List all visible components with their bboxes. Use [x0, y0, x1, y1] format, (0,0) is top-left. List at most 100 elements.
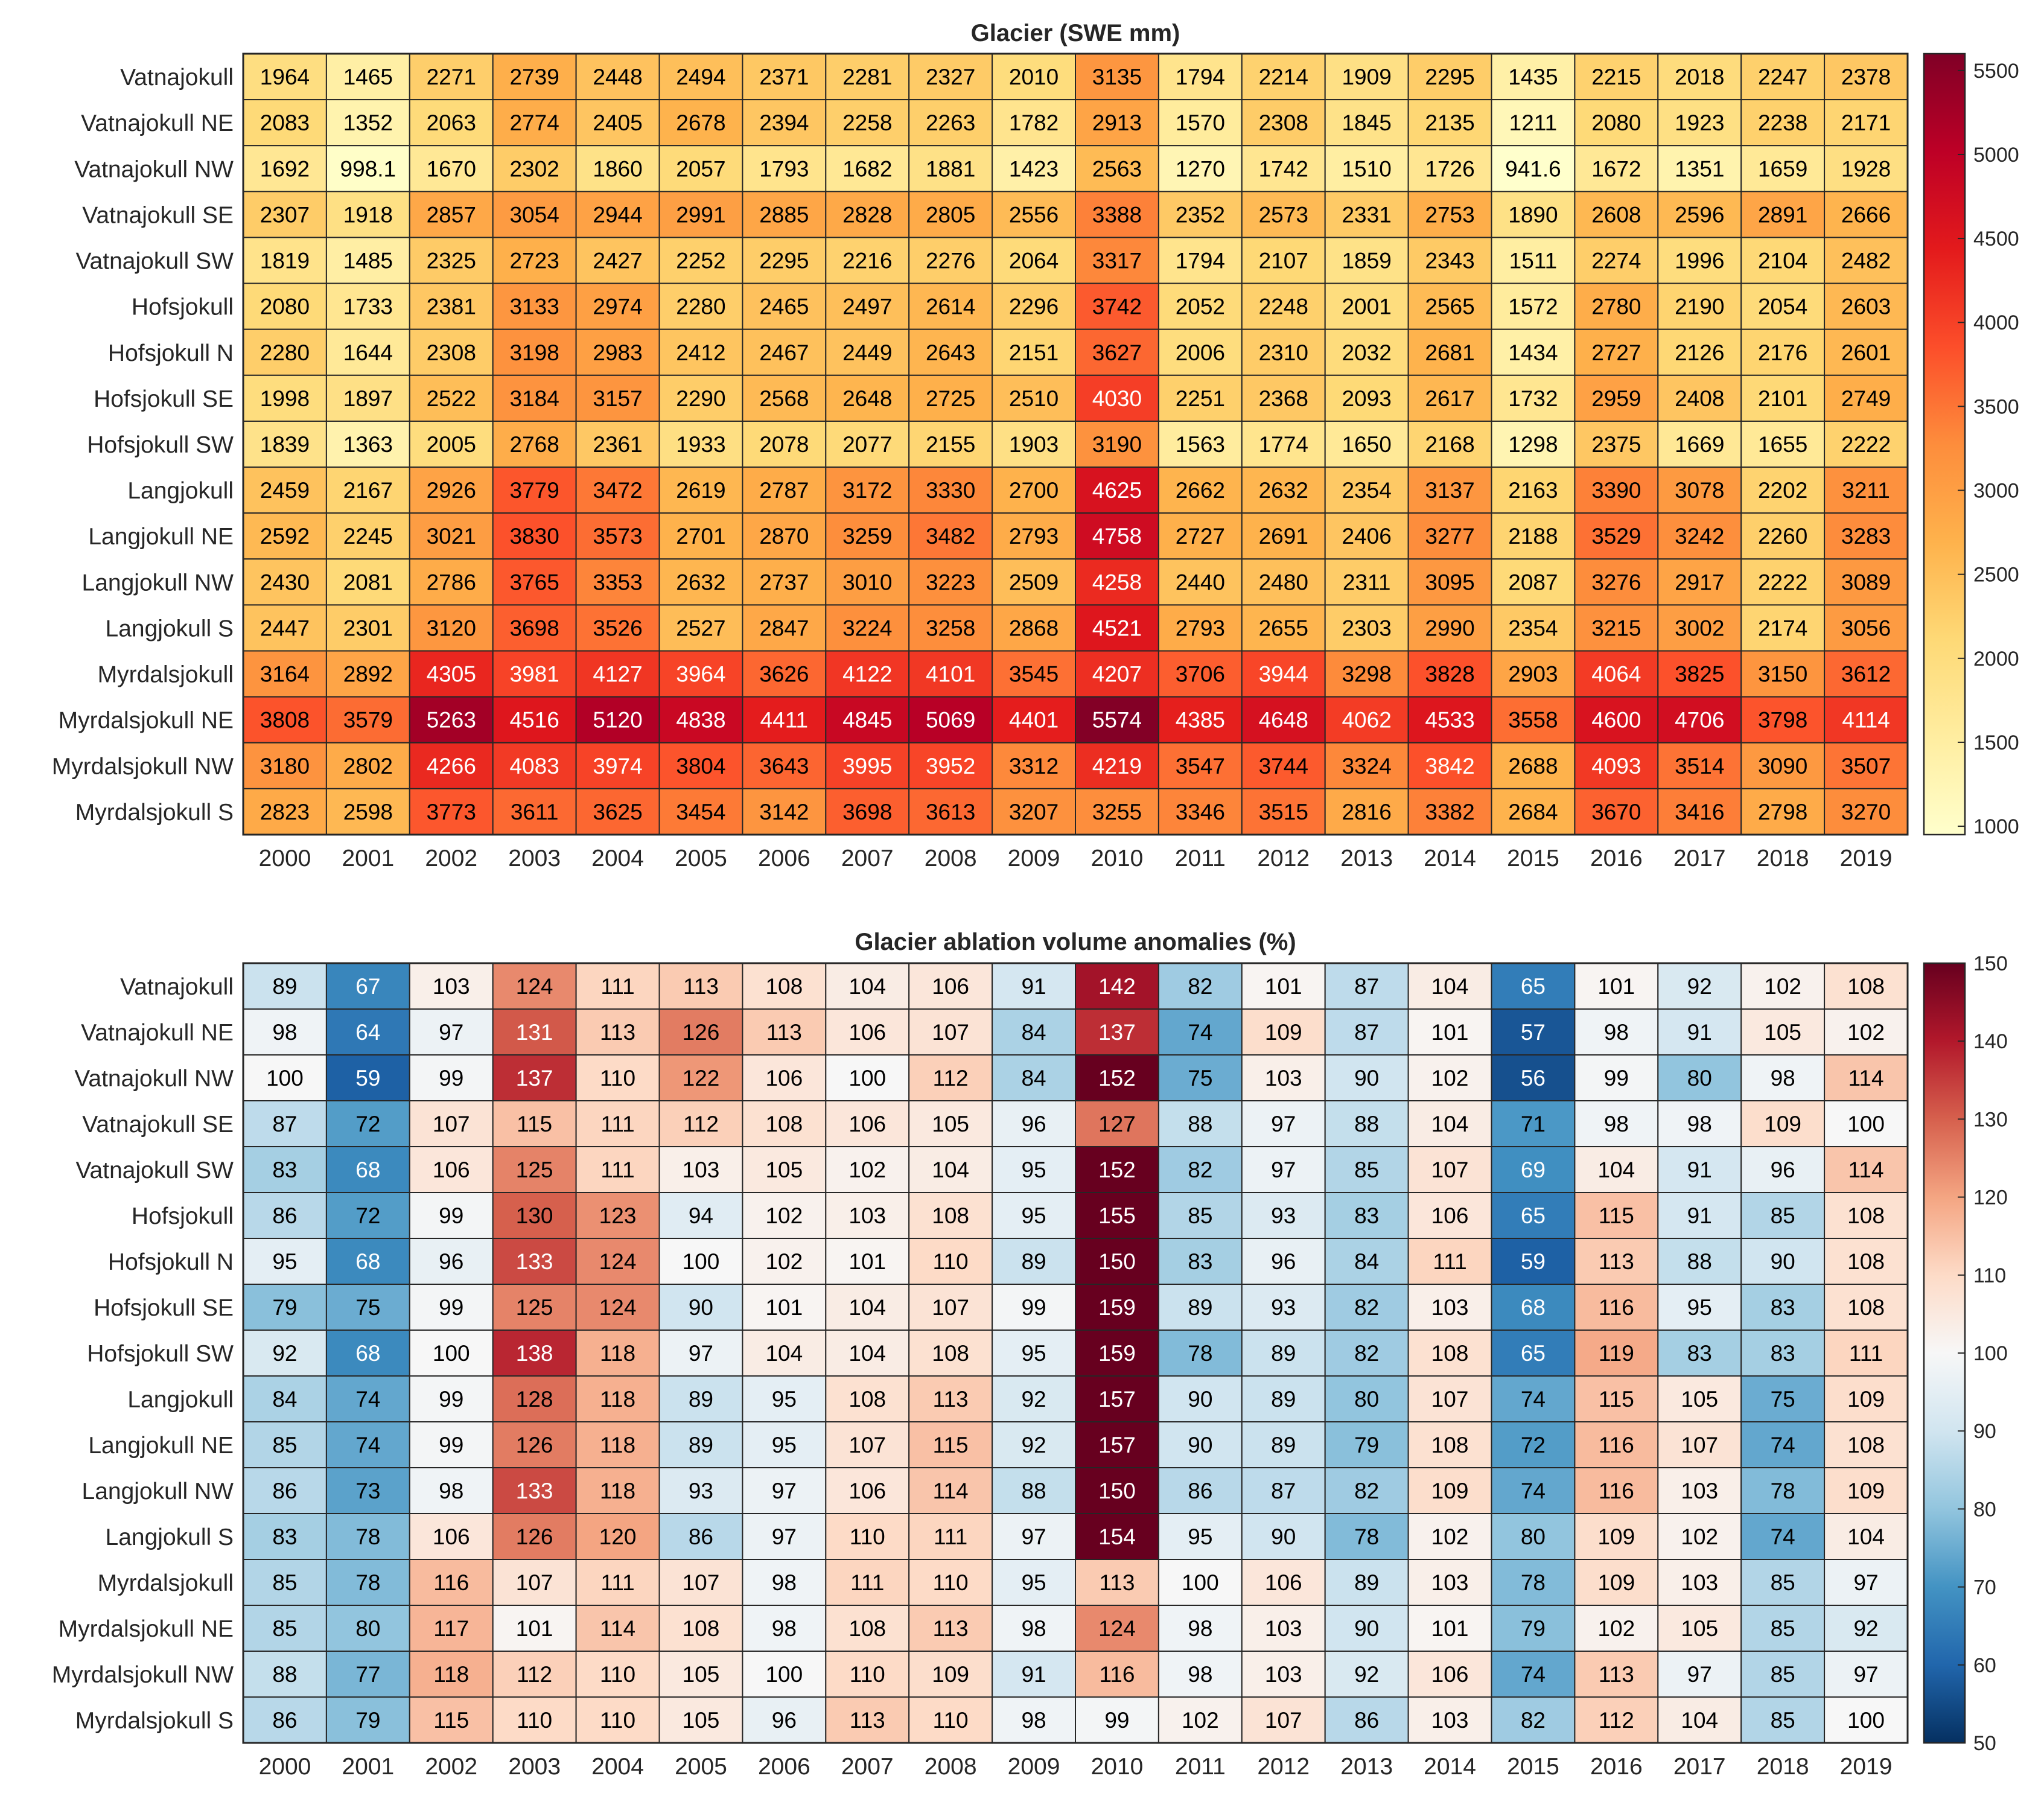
swe-cell — [1157, 282, 1243, 330]
swe-cell-label: 3742 — [1092, 295, 1142, 319]
swe-colorbar-tick-label: 2000 — [1973, 648, 2019, 670]
swe-cell — [908, 650, 993, 698]
ablation-cell-label: 95 — [1687, 1295, 1712, 1320]
ablation-cell-label: 78 — [355, 1524, 380, 1549]
swe-cell-label: 2005 — [427, 432, 476, 457]
swe-cell — [992, 53, 1076, 101]
swe-cell-label: 3545 — [1009, 662, 1059, 687]
ablation-cell-label: 111 — [1433, 1249, 1466, 1274]
swe-cell — [1157, 53, 1243, 101]
ablation-cell-label: 97 — [1853, 1570, 1878, 1595]
swe-cell — [1740, 512, 1826, 560]
ablation-cell-label: 108 — [1847, 1433, 1885, 1457]
ablation-cell-label: 85 — [1771, 1570, 1795, 1595]
swe-cell-label: 2565 — [1425, 295, 1474, 319]
swe-cell-label: 2684 — [1508, 800, 1558, 824]
ablation-cell — [409, 1054, 494, 1101]
swe-cell-label: 2737 — [759, 570, 809, 594]
swe-cell-label: 5263 — [427, 708, 476, 733]
ablation-cell-label: 108 — [932, 1203, 969, 1228]
ablation-y-tick-labels: Vatnajokull Vatnajokull NE Vatnajokull NW V… — [52, 974, 234, 1734]
ablation-cell-label: 96 — [1271, 1249, 1296, 1274]
swe-cell — [409, 374, 494, 422]
swe-cell — [1157, 650, 1243, 698]
swe-cell-label: 2917 — [1675, 570, 1724, 594]
ablation-cell — [1491, 1192, 1576, 1239]
swe-cell-label: 1670 — [427, 156, 476, 181]
swe-cell-label: 2823 — [260, 800, 310, 824]
ablation-y-tick-label: Langjokull S — [106, 1524, 234, 1550]
swe-cell-label: 2302 — [509, 156, 559, 181]
ablation-cell-label: 85 — [272, 1433, 297, 1457]
swe-cell-label: 2959 — [1591, 386, 1641, 411]
swe-cell-label: 1928 — [1841, 156, 1891, 181]
swe-cell-label: 2281 — [842, 65, 892, 89]
swe-x-tick-label: 2001 — [342, 845, 394, 871]
ablation-cell-label: 104 — [1681, 1708, 1718, 1733]
ablation-cell — [1324, 1192, 1409, 1239]
swe-cell-label: 3454 — [676, 800, 725, 824]
swe-cell — [992, 512, 1076, 560]
ablation-cell — [575, 1513, 660, 1560]
swe-cell-label: 1510 — [1342, 156, 1391, 181]
ablation-cell — [825, 1605, 910, 1652]
swe-cell — [1075, 99, 1159, 147]
swe-x-tick-label: 2006 — [758, 845, 810, 871]
swe-cell-label: 2427 — [593, 249, 642, 273]
ablation-cell-label: 87 — [272, 1112, 297, 1136]
swe-cell-label: 3472 — [593, 478, 642, 503]
ablation-cell — [409, 1513, 494, 1560]
ablation-cell-label: 108 — [848, 1387, 886, 1412]
swe-cell — [1657, 604, 1742, 652]
swe-cell-label: 4385 — [1176, 708, 1225, 733]
ablation-cell — [825, 1421, 910, 1468]
ablation-cell-label: 157 — [1098, 1387, 1136, 1412]
ablation-cell-label: 91 — [1687, 1158, 1712, 1182]
ablation-cell-label: 98 — [1604, 1020, 1629, 1045]
swe-cell — [992, 604, 1076, 652]
ablation-cell-label: 97 — [1271, 1158, 1296, 1182]
ablation-cell — [492, 1421, 577, 1468]
ablation-cell — [992, 1651, 1076, 1698]
ablation-cell — [1574, 1284, 1659, 1331]
ablation-y-tick-label: Langjokull NW — [82, 1479, 234, 1505]
swe-cell-label: 2032 — [1342, 340, 1391, 365]
swe-y-tick-label: Hofsjokull SW — [87, 432, 234, 458]
swe-cell-label: 3312 — [1009, 754, 1059, 779]
swe-y-tick-label: Hofsjokull N — [108, 340, 234, 366]
ablation-cell — [658, 1696, 743, 1743]
swe-cell-label: 2378 — [1841, 65, 1891, 89]
swe-cell-label: 4083 — [509, 754, 559, 779]
swe-cell-label: 3207 — [1009, 800, 1059, 824]
ablation-cell-label: 125 — [516, 1158, 553, 1182]
ablation-cell-label: 113 — [850, 1708, 885, 1733]
swe-cell-label: 4114 — [1842, 708, 1890, 733]
swe-colorbar-gradient — [1923, 53, 1966, 836]
swe-cell-label: 2057 — [676, 156, 725, 181]
ablation-cell-label: 102 — [765, 1249, 803, 1274]
ablation-cell-label: 120 — [599, 1524, 637, 1549]
swe-cell-label: 4305 — [427, 662, 476, 687]
ablation-cell-label: 113 — [933, 1616, 969, 1641]
ablation-cell — [575, 1329, 660, 1377]
swe-cell-label: 3242 — [1675, 524, 1724, 549]
ablation-cell-label: 86 — [1188, 1479, 1212, 1503]
swe-cell — [908, 467, 993, 514]
swe-cell-label: 3573 — [593, 524, 642, 549]
ablation-cell — [1740, 1696, 1826, 1743]
swe-cell-label: 3625 — [593, 800, 642, 824]
ablation-cell-label: 104 — [932, 1158, 969, 1182]
ablation-cell-label: 83 — [1354, 1203, 1379, 1228]
ablation-colorbar-tick-label: 150 — [1973, 952, 2008, 975]
swe-cell — [1075, 374, 1159, 422]
ablation-cell — [992, 1146, 1076, 1193]
ablation-cell-label: 59 — [1521, 1249, 1546, 1274]
swe-cell — [658, 558, 743, 606]
ablation-cell-label: 113 — [1099, 1570, 1135, 1595]
swe-cell — [1824, 99, 1909, 147]
ablation-cell-label: 79 — [1354, 1433, 1379, 1457]
swe-cell — [325, 467, 410, 514]
swe-cell-label: 2753 — [1425, 202, 1474, 227]
ablation-cell-label: 109 — [932, 1662, 969, 1687]
swe-cell — [1740, 604, 1826, 652]
